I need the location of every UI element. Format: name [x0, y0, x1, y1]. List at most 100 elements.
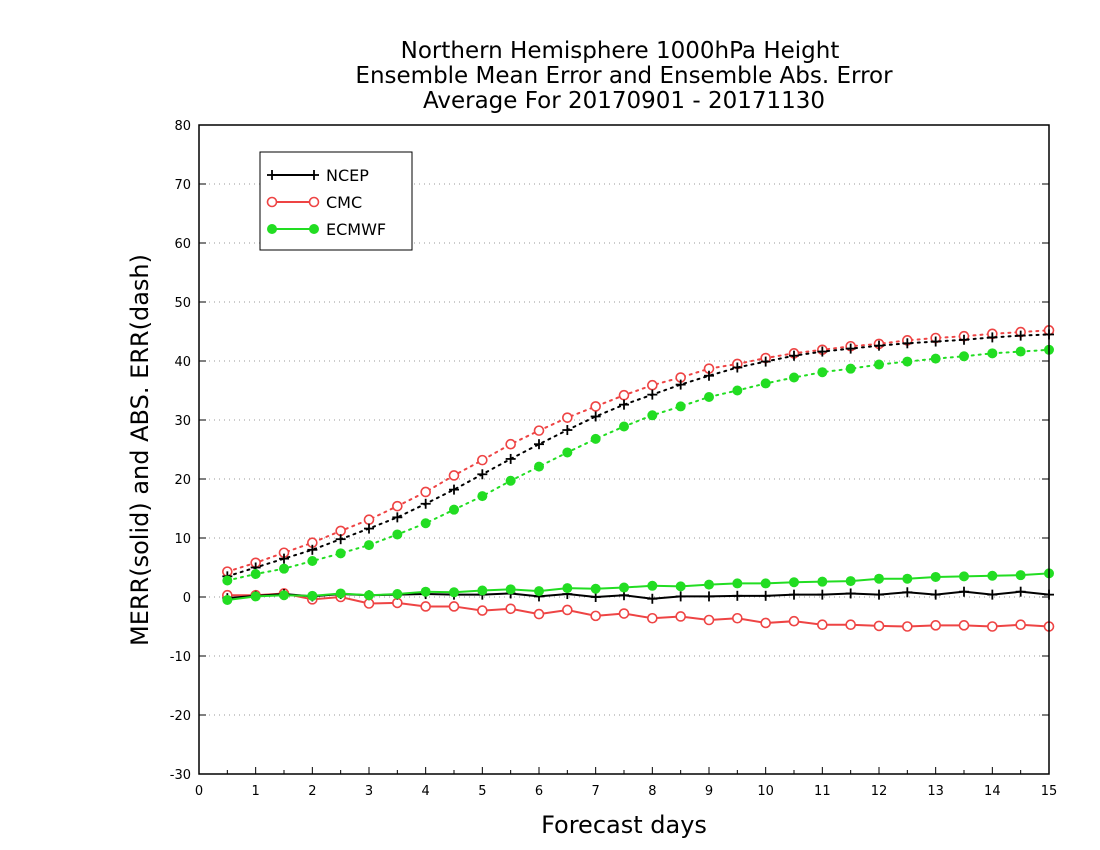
abs-err-point-ecmwf	[505, 475, 516, 486]
merr-point-cmc	[363, 598, 375, 609]
abs-err-point-ecmwf	[619, 421, 629, 432]
gridlines	[199, 183, 1049, 716]
merr-point-ncep	[817, 589, 828, 600]
merr-point-ncep	[902, 587, 913, 598]
abs-err-point-cmc	[335, 525, 346, 537]
abs-err-point-ecmwf	[364, 540, 374, 551]
merr-point-ncep	[845, 588, 856, 599]
abs-err-point-ecmwf	[222, 575, 233, 586]
merr-point-ecmwf	[732, 578, 743, 589]
legend-marker-ecmwf	[267, 224, 277, 234]
abs-err-point-ncep	[1015, 330, 1026, 341]
merr-point-cmc	[987, 621, 998, 632]
merr-point-ncep	[732, 590, 743, 601]
merr-point-ecmwf	[930, 571, 941, 582]
abs-err-point-ecmwf	[1015, 346, 1026, 357]
merr-point-ncep	[647, 593, 658, 604]
merr-point-cmc	[420, 601, 431, 612]
merr-point-cmc	[505, 603, 516, 615]
abs-err-point-cmc	[448, 470, 460, 481]
merr-point-ecmwf	[845, 576, 856, 587]
abs-err-point-ecmwf	[392, 529, 403, 540]
abs-err-point-ecmwf	[307, 556, 318, 567]
x-tick-label: 10	[757, 784, 774, 799]
merr-point-cmc	[562, 604, 573, 616]
abs-err-point-cmc	[590, 401, 601, 412]
merr-line-ecmwf	[227, 572, 1050, 601]
legend-label-ecmwf: ECMWF	[326, 220, 386, 239]
abs-err-point-ncep	[420, 498, 431, 509]
x-tick-label: 2	[308, 784, 316, 799]
merr-point-cmc	[788, 615, 800, 627]
abs-err-point-ncep	[477, 469, 488, 480]
merr-point-cmc	[930, 620, 941, 631]
merr-point-ecmwf	[987, 570, 998, 581]
y-tick-label: -10	[170, 650, 191, 665]
legend-marker-ecmwf	[309, 224, 319, 234]
merr-point-ecmwf	[902, 573, 913, 584]
chart-title-line-3: Average For 20170901 - 20171130	[423, 88, 825, 114]
abs-err-point-ncep	[930, 336, 941, 347]
legend-marker-cmc	[308, 196, 320, 208]
abs-err-point-ncep	[647, 389, 658, 400]
merr-point-cmc	[590, 610, 601, 622]
merr-point-cmc	[647, 612, 658, 624]
y-tick-label: 60	[174, 237, 191, 252]
merr-point-ecmwf	[222, 594, 233, 605]
legend: NCEP CMC ECMWF	[259, 151, 413, 251]
abs-err-point-ecmwf	[930, 353, 941, 364]
merr-point-ncep	[987, 589, 998, 600]
merr-point-cmc	[760, 617, 771, 629]
merr-point-ncep	[1015, 586, 1026, 597]
y-tick-label: 10	[174, 532, 191, 547]
abs-err-point-ecmwf	[534, 461, 544, 472]
x-tick-label: 7	[592, 784, 600, 799]
y-tick-label: -30	[170, 768, 191, 783]
abs-err-point-ncep	[704, 370, 714, 381]
merr-point-cmc	[902, 621, 913, 632]
abs-err-point-cmc	[420, 486, 431, 498]
merr-point-ecmwf	[420, 586, 431, 597]
y-tick-label: 40	[174, 355, 191, 370]
merr-point-cmc	[845, 619, 856, 631]
abs-err-point-ecmwf	[647, 410, 658, 421]
abs-err-point-ncep	[902, 338, 913, 349]
abs-err-point-ncep	[364, 523, 374, 534]
y-axis: -30 -20 -10 0 10 20 30 40 50 60 70 80	[170, 119, 1049, 783]
abs-err-point-ecmwf	[789, 372, 799, 383]
series-ecmwf	[222, 344, 1054, 605]
abs-err-point-ecmwf	[704, 391, 714, 402]
abs-err-point-ecmwf	[335, 548, 346, 559]
merr-point-cmc	[448, 601, 460, 612]
abs-err-point-cmc	[363, 514, 375, 526]
abs-err-point-ecmwf	[987, 348, 998, 359]
merr-point-ecmwf	[959, 571, 969, 582]
abs-err-point-ecmwf	[817, 367, 828, 378]
abs-err-point-ncep	[845, 343, 856, 354]
abs-err-point-ncep	[760, 356, 771, 367]
x-tick-label: 11	[814, 784, 831, 799]
abs-err-line-cmc	[226, 329, 1050, 573]
merr-point-ecmwf	[704, 579, 714, 590]
merr-point-ncep	[704, 591, 714, 602]
abs-err-point-ecmwf	[420, 518, 431, 529]
abs-err-point-ecmwf	[874, 359, 884, 370]
y-tick-label: 0	[183, 591, 191, 606]
merr-point-ecmwf	[279, 590, 289, 601]
merr-line-ncep	[227, 590, 1050, 600]
legend-label-cmc: CMC	[326, 193, 362, 212]
x-tick-label: 3	[365, 784, 373, 799]
abs-err-point-ncep	[307, 544, 318, 555]
merr-point-cmc	[533, 608, 545, 620]
abs-err-point-ecmwf	[449, 504, 459, 515]
abs-err-point-ncep	[619, 399, 629, 410]
merr-point-ecmwf	[562, 583, 573, 594]
abs-err-point-ecmwf	[279, 563, 289, 574]
abs-err-point-cmc	[392, 500, 403, 512]
x-tick-label: 9	[705, 784, 713, 799]
abs-err-point-ncep	[590, 411, 601, 422]
merr-point-cmc	[1015, 619, 1026, 631]
merr-point-ecmwf	[817, 576, 828, 587]
abs-err-point-ncep	[335, 534, 346, 545]
